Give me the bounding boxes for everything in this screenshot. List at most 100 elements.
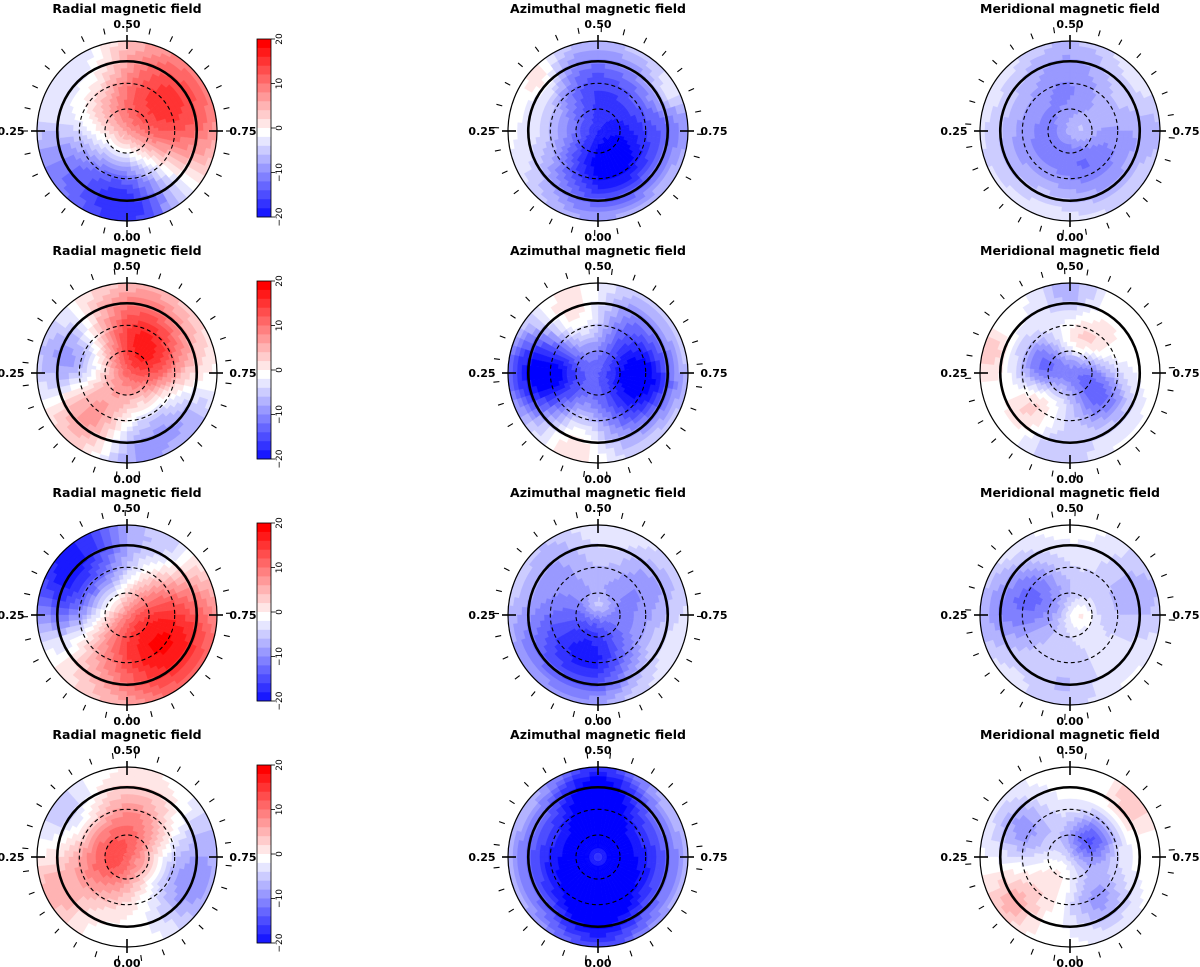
field-heatmap	[507, 40, 689, 222]
latitude-circle-60	[1047, 108, 1093, 154]
phase-ticks	[965, 752, 1175, 962]
colorbar-tick-label: −20	[275, 933, 285, 952]
colorbar-tick-label: 10	[275, 320, 285, 332]
phase-label-left: 0.25	[468, 851, 495, 864]
phase-ticks	[965, 26, 1175, 236]
field-heatmap	[36, 282, 218, 464]
latitude-circle-30	[78, 324, 176, 422]
latitude-circle-60	[1047, 592, 1093, 638]
latitude-circle-60	[104, 350, 150, 396]
equator-circle	[55, 785, 199, 929]
map-panel-r1-c1: Radial magnetic field 0.50 0.00 0.25 0.75	[0, 1, 257, 244]
phase-label-bottom: 0.00	[1056, 473, 1083, 486]
latitude-circle-30	[1021, 566, 1119, 664]
colorbar-tick-label: −20	[275, 449, 285, 468]
panel-title: Azimuthal magnetic field	[510, 485, 686, 500]
latitude-circle-30	[549, 566, 647, 664]
phase-label-bottom: 0.00	[113, 473, 140, 486]
panel-title: Azimuthal magnetic field	[510, 243, 686, 258]
equator-circle	[526, 785, 670, 929]
latitude-circle-30	[549, 808, 647, 906]
phase-label-bottom: 0.00	[584, 231, 611, 244]
phase-label-bottom: 0.00	[113, 231, 140, 244]
phase-label-top: 0.50	[1056, 18, 1083, 31]
phase-label-bottom: 0.00	[1056, 957, 1083, 967]
colorbar-tick-label: 0	[275, 609, 285, 615]
colorbar-tick-label: −10	[275, 163, 285, 182]
phase-label-top: 0.50	[1056, 744, 1083, 757]
latitude-circle-30	[549, 324, 647, 422]
map-panel-r2-c1: Radial magnetic field 0.50 0.00 0.25 0.75	[0, 243, 257, 486]
panel-title: Radial magnetic field	[52, 727, 201, 742]
phase-label-left: 0.25	[940, 367, 967, 380]
field-heatmap	[979, 40, 1161, 222]
colorbar-tick-label: 0	[275, 851, 285, 857]
phase-label-bottom: 0.00	[584, 715, 611, 728]
phase-label-top: 0.50	[584, 260, 611, 273]
latitude-circle-30	[78, 566, 176, 664]
phase-label-top: 0.50	[1056, 260, 1083, 273]
latitude-circle-30	[1021, 324, 1119, 422]
colorbar-tick-label: 10	[275, 78, 285, 90]
map-panel-r3-c1: Radial magnetic field 0.50 0.00 0.25 0.75	[0, 485, 257, 728]
colorbar-tick-label: 0	[275, 367, 285, 373]
phase-label-left: 0.25	[0, 609, 25, 622]
phase-label-left: 0.25	[940, 125, 967, 138]
latitude-circle-60	[575, 350, 621, 396]
colorbar-tick-label: 10	[275, 804, 285, 816]
phase-label-right: 0.75	[700, 609, 727, 622]
phase-label-right: 0.75	[229, 125, 256, 138]
field-heatmap	[507, 282, 689, 464]
latitude-circle-60	[104, 592, 150, 638]
latitude-circle-60	[575, 108, 621, 154]
colorbar-tick-label: 20	[275, 33, 285, 45]
colorbar-tick-label: 20	[275, 759, 285, 771]
colorbar-3: 20 10 0 −10 −20	[256, 517, 285, 711]
phase-label-top: 0.50	[584, 502, 611, 515]
latitude-circle-30	[549, 82, 647, 180]
phase-label-left: 0.25	[0, 851, 25, 864]
map-panel-r2-c2: Azimuthal magnetic field 0.50 0.00 0.25 0.75	[468, 243, 727, 486]
latitude-circle-60	[575, 834, 621, 880]
phase-ticks	[22, 510, 232, 720]
map-panel-r4-c3: Meridional magnetic field 0.50 0.00 0.25 0.7…	[940, 727, 1199, 967]
colorbar-tick-label: −20	[275, 691, 285, 710]
colorbar-2: 20 10 0 −10 −20	[256, 275, 285, 469]
phase-label-right: 0.75	[1172, 851, 1199, 864]
phase-ticks	[493, 26, 703, 236]
equator-circle	[526, 59, 670, 203]
equator-circle	[526, 543, 670, 687]
phase-label-right: 0.75	[229, 609, 256, 622]
equator-circle	[55, 59, 199, 203]
latitude-circle-30	[78, 808, 176, 906]
latitude-circle-60	[1047, 834, 1093, 880]
equator-circle	[998, 301, 1142, 445]
phase-label-bottom: 0.00	[1056, 231, 1083, 244]
panel-title: Meridional magnetic field	[980, 485, 1160, 500]
phase-label-left: 0.25	[940, 851, 967, 864]
phase-ticks	[22, 752, 232, 962]
panel-title: Radial magnetic field	[52, 1, 201, 16]
panel-title: Meridional magnetic field	[980, 243, 1160, 258]
phase-label-bottom: 0.00	[113, 715, 140, 728]
phase-ticks	[493, 752, 703, 962]
phase-ticks	[965, 268, 1175, 478]
phase-label-right: 0.75	[1172, 609, 1199, 622]
colorbar-tick-label: 20	[275, 517, 285, 529]
phase-label-left: 0.25	[468, 125, 495, 138]
phase-ticks	[493, 510, 703, 720]
phase-label-top: 0.50	[113, 260, 140, 273]
phase-label-left: 0.25	[0, 367, 25, 380]
phase-label-right: 0.75	[700, 851, 727, 864]
phase-label-top: 0.50	[1056, 502, 1083, 515]
phase-label-top: 0.50	[113, 18, 140, 31]
phase-label-left: 0.25	[468, 367, 495, 380]
field-heatmap	[507, 766, 689, 948]
phase-ticks	[493, 268, 703, 478]
phase-ticks	[22, 26, 232, 236]
phase-label-top: 0.50	[113, 744, 140, 757]
panel-title: Radial magnetic field	[52, 485, 201, 500]
phase-label-left: 0.25	[940, 609, 967, 622]
colorbar-tick-label: 20	[275, 275, 285, 287]
map-panel-r3-c2: Azimuthal magnetic field 0.50 0.00 0.25 0.75	[468, 485, 727, 728]
